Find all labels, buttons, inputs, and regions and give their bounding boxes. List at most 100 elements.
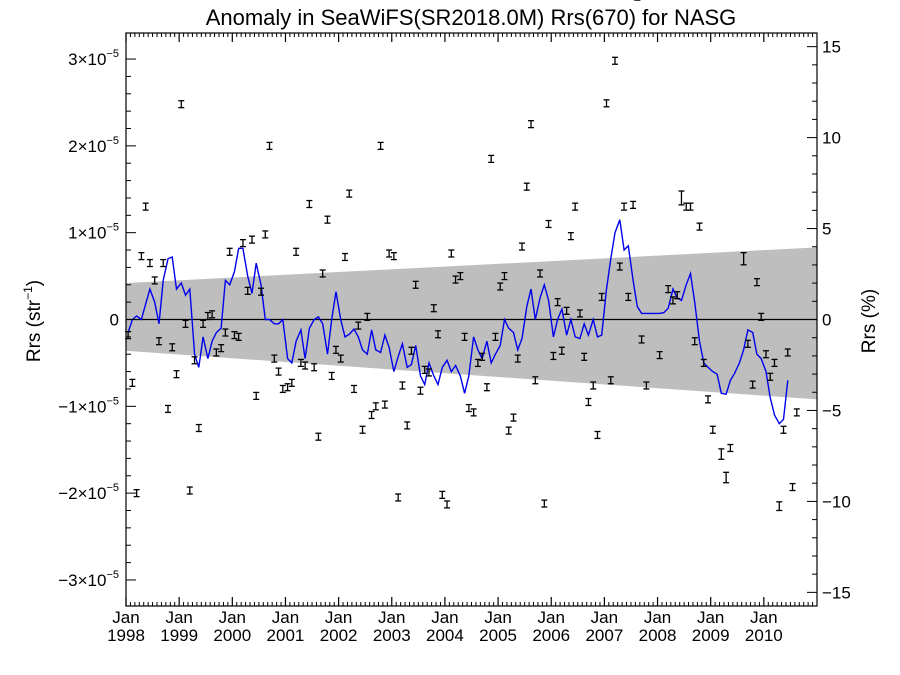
- data-point-errorbar: [528, 120, 535, 129]
- data-point-errorbar: [390, 251, 397, 261]
- data-point-errorbar: [337, 354, 344, 363]
- data-point-errorbar: [169, 343, 176, 352]
- data-point-errorbar: [767, 372, 774, 381]
- data-point-errorbar: [160, 258, 167, 268]
- data-point-errorbar: [687, 202, 694, 211]
- data-point-errorbar: [709, 425, 716, 434]
- chart-title: Anomaly in SeaWiFS(SR2018.0M) Rrs(670) f…: [206, 5, 737, 30]
- error-bar-points: [125, 0, 800, 512]
- y-axis-label-left: Rrs (str−1): [21, 280, 45, 362]
- x-tick-label-month: Jan: [484, 608, 511, 627]
- data-point-errorbar: [776, 501, 783, 512]
- data-point-errorbar: [138, 251, 145, 261]
- y-tick-label-right: −15: [822, 583, 851, 602]
- data-point-errorbar: [279, 384, 286, 394]
- data-point-errorbar: [204, 311, 211, 321]
- data-point-errorbar: [474, 358, 481, 368]
- data-point-errorbar: [253, 391, 260, 401]
- data-point-errorbar: [518, 242, 525, 251]
- data-point-errorbar: [293, 247, 300, 256]
- data-point-errorbar: [133, 489, 140, 498]
- x-tick-label-year: 2006: [532, 626, 570, 645]
- data-point-errorbar: [541, 499, 548, 508]
- data-point-errorbar: [674, 291, 681, 300]
- data-point-errorbar: [178, 100, 185, 109]
- y-tick-label-left: 0: [110, 311, 119, 330]
- data-point-errorbar: [404, 421, 411, 430]
- data-point-errorbar: [550, 351, 557, 361]
- data-point-errorbar: [302, 361, 309, 370]
- data-point-errorbar: [683, 202, 690, 211]
- data-point-errorbar: [479, 352, 486, 361]
- data-point-errorbar: [492, 332, 499, 341]
- data-point-errorbar: [696, 222, 703, 231]
- x-tick-label-year: 2000: [213, 626, 251, 645]
- data-point-errorbar: [457, 271, 464, 281]
- data-point-errorbar: [630, 200, 637, 210]
- y-tick-label-right: 15: [822, 38, 841, 57]
- x-tick-label-year: 2008: [639, 626, 677, 645]
- data-point-errorbar: [621, 202, 628, 211]
- data-point-errorbar: [417, 386, 424, 395]
- x-tick-label-year: 2005: [479, 626, 517, 645]
- data-point-errorbar: [585, 397, 592, 407]
- data-point-errorbar: [638, 335, 645, 344]
- data-point-errorbar: [448, 249, 455, 258]
- data-point-errorbar: [275, 367, 282, 376]
- data-point-errorbar: [381, 400, 388, 409]
- data-point-errorbar: [399, 381, 406, 390]
- data-point-errorbar: [461, 332, 468, 341]
- data-point-errorbar: [359, 425, 366, 434]
- x-tick-label-month: Jan: [697, 608, 724, 627]
- data-point-errorbar: [421, 365, 428, 374]
- data-point-errorbar: [554, 298, 561, 307]
- data-point-errorbar: [510, 413, 517, 422]
- data-point-errorbar: [740, 251, 747, 266]
- data-point-errorbar: [195, 423, 202, 433]
- data-point-errorbar: [258, 287, 265, 296]
- y-tick-label-right: 5: [822, 220, 831, 239]
- data-point-errorbar: [368, 410, 375, 420]
- data-point-errorbar: [771, 358, 778, 368]
- uncertainty-band: [126, 247, 817, 400]
- y-tick-label-left: 1×10−5: [68, 222, 119, 243]
- data-point-errorbar: [567, 232, 574, 241]
- data-point-errorbar: [643, 381, 650, 390]
- data-point-errorbar: [346, 189, 353, 198]
- data-point-errorbar: [191, 356, 198, 365]
- x-tick-label-month: Jan: [538, 608, 565, 627]
- data-point-errorbar: [222, 328, 229, 337]
- x-tick-label-year: 2001: [267, 626, 305, 645]
- data-point-errorbar: [173, 370, 180, 379]
- data-point-errorbar: [186, 486, 193, 495]
- data-point-errorbar: [231, 331, 238, 340]
- data-point-errorbar: [439, 490, 446, 499]
- data-point-errorbar: [129, 378, 136, 388]
- data-point-errorbar: [793, 408, 800, 417]
- x-tick-label-month: Jan: [750, 608, 777, 627]
- data-point-errorbar: [523, 182, 530, 191]
- data-point-errorbar: [213, 348, 220, 357]
- data-point-errorbar: [501, 271, 508, 281]
- y-tick-label-right: 10: [822, 129, 841, 148]
- data-point-errorbar: [581, 352, 588, 361]
- x-tick-label-month: Jan: [165, 608, 192, 627]
- data-point-errorbar: [612, 56, 619, 65]
- x-tick-label-month: Jan: [644, 608, 671, 627]
- data-point-errorbar: [452, 275, 459, 284]
- data-point-errorbar: [753, 278, 760, 287]
- data-point-errorbar: [444, 500, 451, 509]
- data-point-errorbar: [563, 306, 570, 315]
- data-point-errorbar: [226, 247, 233, 256]
- data-point-errorbar: [558, 346, 565, 355]
- y-tick-label-left: 2×10−5: [68, 135, 119, 156]
- y-tick-label-right: −5: [822, 401, 841, 420]
- y-tick-label-left: −2×10−5: [58, 482, 119, 503]
- data-point-errorbar: [311, 363, 318, 372]
- data-point-errorbar: [324, 215, 331, 224]
- data-point-errorbar: [182, 319, 189, 328]
- x-tick-label-year: 1998: [107, 626, 145, 645]
- data-point-errorbar: [625, 292, 632, 302]
- data-point-errorbar: [151, 276, 158, 285]
- data-point-errorbar: [200, 319, 207, 328]
